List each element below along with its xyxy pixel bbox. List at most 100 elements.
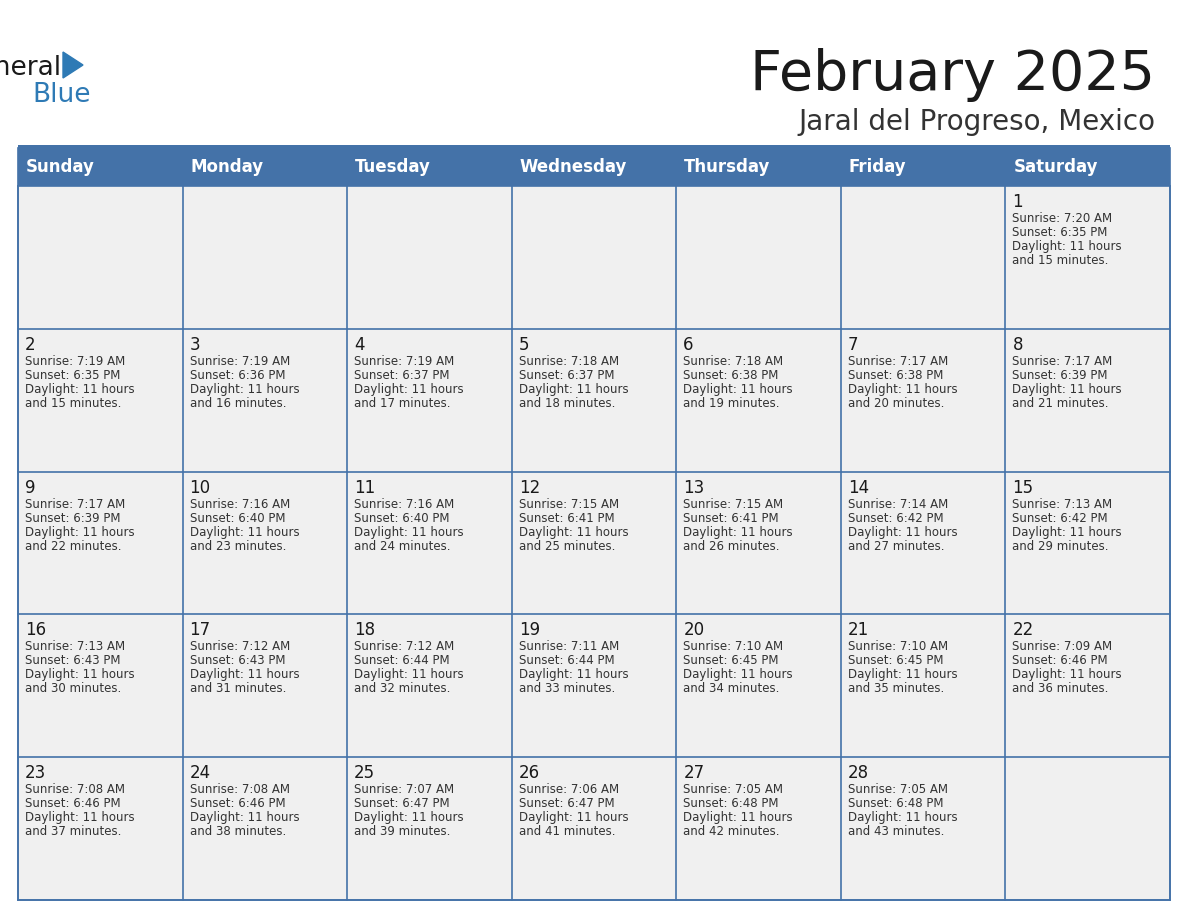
- Bar: [1005, 186, 1170, 329]
- Text: 3: 3: [190, 336, 201, 353]
- Text: Sunset: 6:47 PM: Sunset: 6:47 PM: [519, 797, 614, 811]
- Bar: [347, 472, 512, 614]
- Text: Saturday: Saturday: [1013, 158, 1098, 176]
- Text: Daylight: 11 hours: Daylight: 11 hours: [354, 383, 463, 396]
- Text: Sunset: 6:43 PM: Sunset: 6:43 PM: [190, 655, 285, 667]
- Text: 1: 1: [1012, 193, 1023, 211]
- Text: and 42 minutes.: and 42 minutes.: [683, 825, 779, 838]
- Text: and 25 minutes.: and 25 minutes.: [519, 540, 615, 553]
- Text: 26: 26: [519, 764, 539, 782]
- Text: Sunrise: 7:05 AM: Sunrise: 7:05 AM: [848, 783, 948, 796]
- Text: Sunset: 6:40 PM: Sunset: 6:40 PM: [354, 511, 449, 524]
- Text: Daylight: 11 hours: Daylight: 11 hours: [1012, 526, 1121, 539]
- Text: Sunset: 6:48 PM: Sunset: 6:48 PM: [848, 797, 943, 811]
- Text: Sunset: 6:35 PM: Sunset: 6:35 PM: [1012, 226, 1107, 239]
- Text: Sunrise: 7:19 AM: Sunrise: 7:19 AM: [25, 354, 125, 368]
- Text: Sunset: 6:36 PM: Sunset: 6:36 PM: [190, 369, 285, 382]
- Text: and 35 minutes.: and 35 minutes.: [848, 682, 944, 696]
- Text: Sunset: 6:35 PM: Sunset: 6:35 PM: [25, 369, 120, 382]
- Bar: [18, 757, 183, 900]
- Bar: [512, 614, 676, 757]
- Text: and 39 minutes.: and 39 minutes.: [354, 825, 450, 838]
- Bar: [18, 148, 183, 186]
- Bar: [512, 148, 676, 186]
- Bar: [1005, 757, 1170, 900]
- Bar: [676, 757, 841, 900]
- Text: Sunrise: 7:12 AM: Sunrise: 7:12 AM: [190, 641, 290, 654]
- Text: Daylight: 11 hours: Daylight: 11 hours: [848, 812, 958, 824]
- Text: Daylight: 11 hours: Daylight: 11 hours: [190, 668, 299, 681]
- Text: 14: 14: [848, 478, 868, 497]
- Text: Sunrise: 7:06 AM: Sunrise: 7:06 AM: [519, 783, 619, 796]
- Text: Sunrise: 7:11 AM: Sunrise: 7:11 AM: [519, 641, 619, 654]
- Text: Sunset: 6:43 PM: Sunset: 6:43 PM: [25, 655, 120, 667]
- Text: Sunset: 6:38 PM: Sunset: 6:38 PM: [683, 369, 778, 382]
- Text: Sunrise: 7:12 AM: Sunrise: 7:12 AM: [354, 641, 454, 654]
- Text: Daylight: 11 hours: Daylight: 11 hours: [1012, 240, 1121, 253]
- Text: Daylight: 11 hours: Daylight: 11 hours: [848, 668, 958, 681]
- Text: 2: 2: [25, 336, 36, 353]
- Text: 24: 24: [190, 764, 210, 782]
- Text: Daylight: 11 hours: Daylight: 11 hours: [519, 383, 628, 396]
- Bar: [18, 148, 1170, 900]
- Text: Sunrise: 7:15 AM: Sunrise: 7:15 AM: [683, 498, 783, 510]
- Text: Thursday: Thursday: [684, 158, 771, 176]
- Text: Daylight: 11 hours: Daylight: 11 hours: [25, 668, 134, 681]
- Text: Wednesday: Wednesday: [519, 158, 627, 176]
- Text: and 31 minutes.: and 31 minutes.: [190, 682, 286, 696]
- Bar: [676, 472, 841, 614]
- Text: Sunset: 6:46 PM: Sunset: 6:46 PM: [190, 797, 285, 811]
- Text: Sunrise: 7:18 AM: Sunrise: 7:18 AM: [683, 354, 783, 368]
- Text: Sunset: 6:47 PM: Sunset: 6:47 PM: [354, 797, 450, 811]
- Text: Daylight: 11 hours: Daylight: 11 hours: [683, 668, 792, 681]
- Text: and 34 minutes.: and 34 minutes.: [683, 682, 779, 696]
- Text: and 43 minutes.: and 43 minutes.: [848, 825, 944, 838]
- Text: Sunset: 6:44 PM: Sunset: 6:44 PM: [519, 655, 614, 667]
- Text: Sunrise: 7:13 AM: Sunrise: 7:13 AM: [1012, 498, 1112, 510]
- Bar: [18, 145, 1170, 148]
- Text: and 41 minutes.: and 41 minutes.: [519, 825, 615, 838]
- Text: Sunset: 6:44 PM: Sunset: 6:44 PM: [354, 655, 450, 667]
- Text: 21: 21: [848, 621, 870, 640]
- Bar: [512, 472, 676, 614]
- Text: and 26 minutes.: and 26 minutes.: [683, 540, 779, 553]
- Bar: [183, 186, 347, 329]
- Text: Sunrise: 7:19 AM: Sunrise: 7:19 AM: [190, 354, 290, 368]
- Text: Sunrise: 7:18 AM: Sunrise: 7:18 AM: [519, 354, 619, 368]
- Text: Daylight: 11 hours: Daylight: 11 hours: [25, 526, 134, 539]
- Text: Sunset: 6:39 PM: Sunset: 6:39 PM: [1012, 369, 1108, 382]
- Text: Sunset: 6:48 PM: Sunset: 6:48 PM: [683, 797, 779, 811]
- Text: 6: 6: [683, 336, 694, 353]
- Bar: [1005, 472, 1170, 614]
- Text: Daylight: 11 hours: Daylight: 11 hours: [848, 383, 958, 396]
- Text: Daylight: 11 hours: Daylight: 11 hours: [683, 812, 792, 824]
- Text: Sunset: 6:41 PM: Sunset: 6:41 PM: [683, 511, 779, 524]
- Text: 27: 27: [683, 764, 704, 782]
- Text: Blue: Blue: [32, 82, 91, 108]
- Text: Sunrise: 7:15 AM: Sunrise: 7:15 AM: [519, 498, 619, 510]
- Bar: [1005, 614, 1170, 757]
- Text: Sunset: 6:45 PM: Sunset: 6:45 PM: [848, 655, 943, 667]
- Text: and 33 minutes.: and 33 minutes.: [519, 682, 615, 696]
- Text: Sunrise: 7:10 AM: Sunrise: 7:10 AM: [683, 641, 783, 654]
- Bar: [347, 148, 512, 186]
- Text: Sunset: 6:41 PM: Sunset: 6:41 PM: [519, 511, 614, 524]
- Text: and 22 minutes.: and 22 minutes.: [25, 540, 121, 553]
- Text: 8: 8: [1012, 336, 1023, 353]
- Bar: [841, 472, 1005, 614]
- Polygon shape: [63, 52, 83, 78]
- Text: 13: 13: [683, 478, 704, 497]
- Bar: [841, 757, 1005, 900]
- Text: 15: 15: [1012, 478, 1034, 497]
- Text: Daylight: 11 hours: Daylight: 11 hours: [354, 526, 463, 539]
- Bar: [1005, 329, 1170, 472]
- Text: Sunset: 6:37 PM: Sunset: 6:37 PM: [354, 369, 449, 382]
- Text: and 19 minutes.: and 19 minutes.: [683, 397, 779, 409]
- Text: Sunset: 6:42 PM: Sunset: 6:42 PM: [1012, 511, 1108, 524]
- Text: Daylight: 11 hours: Daylight: 11 hours: [354, 812, 463, 824]
- Text: 11: 11: [354, 478, 375, 497]
- Bar: [347, 186, 512, 329]
- Text: 25: 25: [354, 764, 375, 782]
- Bar: [183, 614, 347, 757]
- Text: 22: 22: [1012, 621, 1034, 640]
